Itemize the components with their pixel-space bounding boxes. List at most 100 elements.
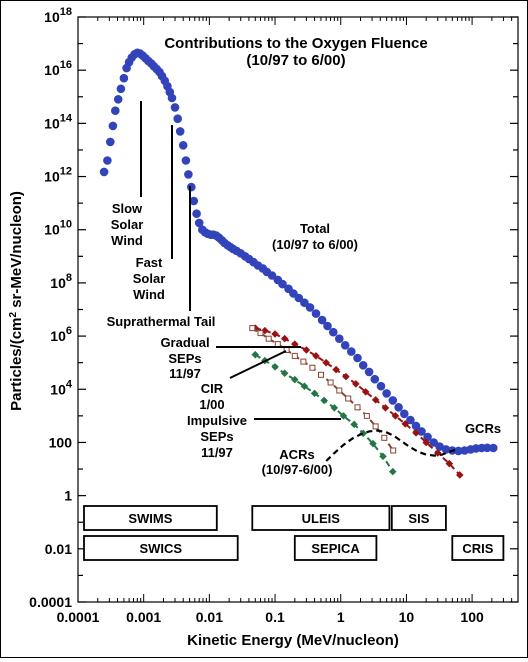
- data-point-impulsive: [389, 467, 397, 476]
- acrs-label-2: (10/97-6/00): [262, 462, 333, 477]
- gcrs-label: GCRs: [465, 421, 501, 436]
- data-point-total: [317, 315, 327, 325]
- series-total: [99, 48, 498, 456]
- data-point-cir: [372, 423, 379, 430]
- acrs-label-1: ACRs: [279, 447, 314, 462]
- total-label-2: (10/97 to 6/00): [272, 237, 358, 252]
- data-point-gradual: [302, 346, 311, 354]
- x-tick-label: 100: [460, 609, 484, 625]
- data-point-total: [400, 409, 409, 419]
- data-point-total: [278, 279, 287, 289]
- x-tick-label: 0.01: [196, 609, 223, 625]
- data-point-total: [192, 209, 201, 218]
- data-point-cir: [354, 404, 361, 411]
- fast-wind-label-3: Wind: [133, 287, 165, 302]
- data-point-gradual: [342, 372, 350, 381]
- data-point-total: [189, 196, 199, 206]
- data-point-total: [417, 427, 426, 436]
- data-point-gradual: [401, 420, 410, 428]
- fast-wind-label-1: Fast: [136, 255, 163, 270]
- data-point-cir: [345, 395, 352, 402]
- data-point-total: [489, 443, 498, 453]
- data-point-gradual: [412, 429, 420, 437]
- data-point-total: [184, 170, 193, 179]
- data-point-gradual: [433, 449, 442, 457]
- series-cir: [249, 325, 397, 454]
- y-tick-label: 1018: [44, 6, 72, 25]
- data-point-cir: [300, 358, 307, 365]
- total-label-1: Total: [300, 221, 330, 236]
- data-point-total: [347, 347, 356, 356]
- data-point-total: [187, 182, 196, 192]
- y-tick-label: 100: [49, 434, 73, 450]
- instrument-box: [83, 505, 218, 531]
- x-tick-label: 0.0001: [57, 609, 100, 625]
- data-point-gradual: [312, 352, 320, 360]
- data-point-total: [340, 341, 350, 350]
- data-point-gradual: [361, 388, 370, 396]
- cir-label-2: 1/00: [199, 397, 224, 412]
- data-point-total: [353, 353, 362, 363]
- data-point-cir: [390, 447, 397, 454]
- y-tick-label: 0.01: [45, 541, 72, 557]
- data-point-gradual: [445, 459, 454, 468]
- data-point-total: [99, 167, 109, 177]
- instrument-layer: SWIMS SWICS ULEIS SIS SEPICA CRIS: [83, 505, 505, 561]
- series-line-acr: [325, 429, 458, 462]
- slow-wind-label-1: Slow: [112, 201, 143, 216]
- instrument-label: SEPICA: [311, 541, 360, 556]
- y-tick-label: 1010: [44, 219, 72, 238]
- slow-wind-label-3: Wind: [111, 233, 143, 248]
- axis-ticks: [77, 16, 519, 603]
- data-point-total: [311, 309, 321, 318]
- data-point-impulsive: [330, 404, 339, 412]
- series-acr: [325, 429, 458, 462]
- data-point-total: [335, 334, 344, 344]
- instrument-box: [451, 535, 505, 561]
- data-point-impulsive: [310, 389, 319, 398]
- data-point-gradual: [422, 438, 430, 447]
- data-point-cir: [318, 371, 324, 378]
- suprathermal-label: Suprathermal Tail: [107, 314, 216, 329]
- data-point-total: [106, 137, 115, 147]
- cir-label-1: CIR: [201, 381, 224, 396]
- x-axis-title: Kinetic Energy (MeV/nucleon): [187, 632, 399, 649]
- y-tick-labels: 0.0001 0.01 1 100 104 106 108 1010 1012 1014 1016 1…: [29, 6, 73, 610]
- data-point-total: [170, 103, 180, 112]
- data-point-total: [108, 121, 118, 131]
- instrument-label: CRIS: [462, 541, 493, 556]
- y-tick-label: 0.0001: [29, 594, 72, 610]
- data-point-impulsive: [271, 363, 279, 371]
- data-point-cir: [274, 341, 281, 348]
- data-point-impulsive: [320, 396, 328, 405]
- data-point-cir: [336, 387, 343, 394]
- data-point-gradual: [322, 358, 330, 367]
- gradual-label-3: 11/97: [169, 366, 201, 381]
- chart-subtitle: (10/97 to 6/00): [246, 52, 345, 69]
- data-point-total: [305, 303, 315, 312]
- data-point-total: [364, 367, 374, 377]
- y-tick-label: 1012: [44, 166, 72, 185]
- data-point-cir: [381, 434, 388, 441]
- data-point-total: [323, 321, 332, 331]
- data-point-impulsive: [339, 412, 348, 420]
- series-impulsive: [251, 350, 397, 476]
- data-point-cir: [257, 330, 264, 337]
- series-layer: [99, 48, 498, 479]
- data-point-total: [406, 415, 415, 425]
- data-point-total: [173, 114, 182, 123]
- y-tick-label: 1016: [44, 59, 72, 78]
- data-point-gradual: [332, 365, 340, 374]
- x-tick-label: 1: [337, 609, 345, 625]
- instrument-box: [251, 505, 391, 531]
- data-point-total: [167, 93, 177, 103]
- slow-wind-label-2: Solar: [111, 217, 144, 232]
- y-tick-label: 1: [64, 488, 72, 504]
- data-point-total: [394, 403, 403, 412]
- data-point-total: [119, 73, 129, 83]
- instrument-box: [390, 505, 447, 531]
- data-point-gradual: [456, 471, 464, 479]
- data-point-total: [294, 293, 304, 303]
